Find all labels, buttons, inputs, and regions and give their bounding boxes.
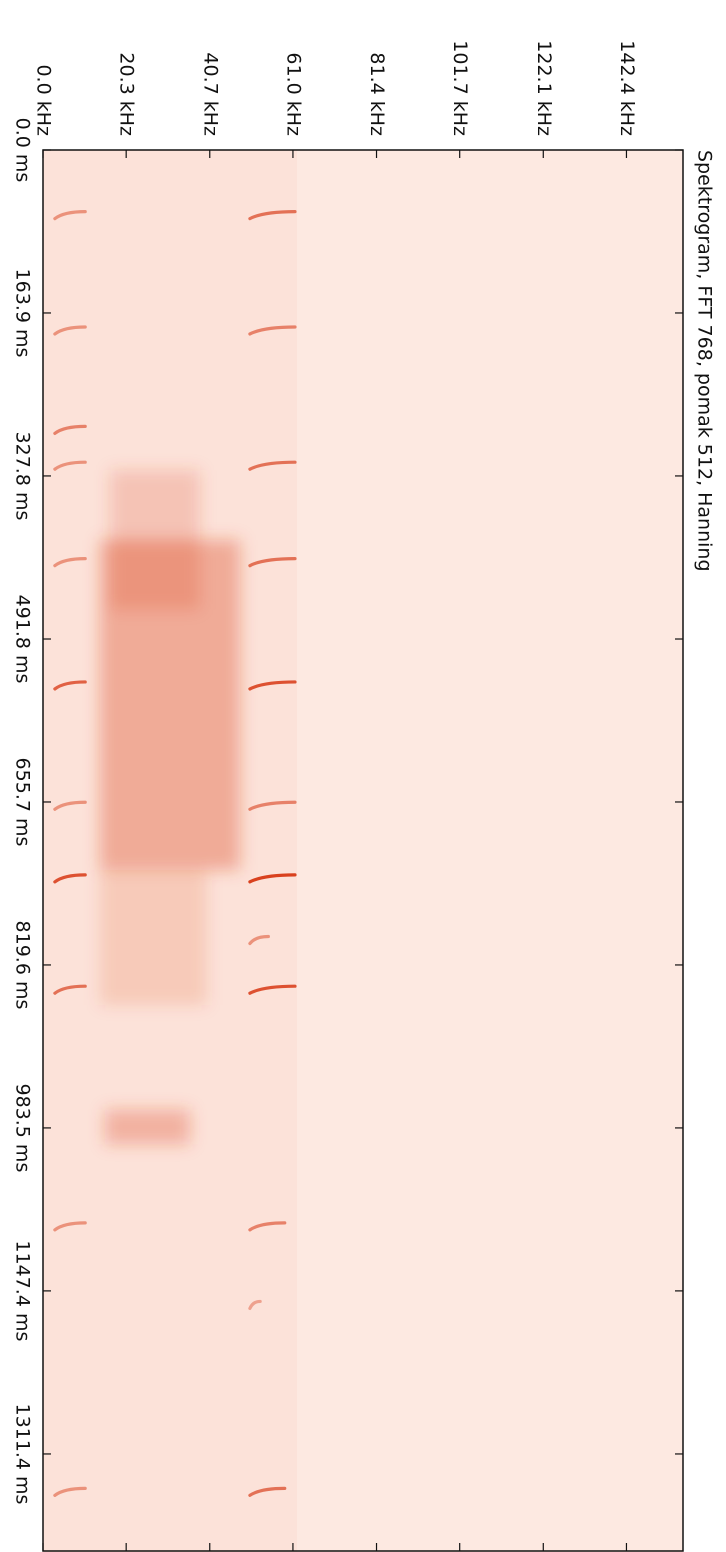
call-chirp: [248, 557, 297, 568]
call-chirp: [248, 1221, 287, 1232]
x-tick-label: 81.4 kHz: [366, 52, 388, 136]
y-tick-label: 491.8 ms: [12, 595, 34, 684]
y-tick-label: 0.0 ms: [12, 118, 34, 183]
plot-frame: [42, 149, 684, 1552]
x-tick-label: 122.1 kHz: [533, 40, 555, 136]
call-chirp: [53, 873, 87, 884]
call-chirp: [53, 1221, 87, 1232]
call-chirp: [248, 873, 297, 884]
y-tick-label: 327.8 ms: [12, 432, 34, 521]
y-tick-label: 163.9 ms: [12, 269, 34, 358]
call-chirp: [248, 1299, 262, 1311]
y-tick-label: 819.6 ms: [12, 921, 34, 1010]
call-chirp: [53, 460, 87, 471]
call-chirp: [248, 1486, 287, 1497]
call-chirp: [53, 800, 87, 811]
call-chirp: [53, 557, 87, 568]
x-tick-label: 40.7 kHz: [199, 52, 221, 136]
call-chirp: [248, 460, 297, 471]
call-chirp: [248, 800, 297, 811]
x-tick-label: 142.4 kHz: [616, 40, 638, 136]
call-chirp: [53, 1486, 87, 1497]
call-chirp: [53, 325, 87, 336]
noise-patch: [99, 869, 207, 1006]
y-tick-label: 983.5 ms: [12, 1083, 34, 1172]
noise-patch: [99, 539, 241, 870]
call-chirp: [53, 424, 87, 436]
x-tick-label: 0.0 kHz: [33, 64, 55, 136]
y-tick-label: 1147.4 ms: [12, 1240, 34, 1341]
x-tick-label: 101.7 kHz: [449, 40, 471, 136]
x-tick-label: 61.0 kHz: [282, 52, 304, 136]
patches: [99, 470, 241, 1145]
call-chirp: [53, 210, 87, 221]
call-chirp: [248, 210, 297, 221]
x-tick-label: 20.3 kHz: [116, 52, 138, 136]
call-chirp: [248, 325, 297, 336]
call-chirp: [248, 934, 270, 946]
chart-title: Spektrogram, FFT 768, pomak 512, Hanning: [694, 150, 716, 572]
noise-patch: [104, 1109, 191, 1145]
call-chirp: [53, 984, 87, 995]
y-tick-label: 1311.4 ms: [12, 1403, 34, 1504]
call-chirp: [248, 680, 297, 691]
call-chirp: [53, 680, 87, 691]
call-chirp: [248, 984, 297, 995]
y-tick-label: 655.7 ms: [12, 758, 34, 847]
